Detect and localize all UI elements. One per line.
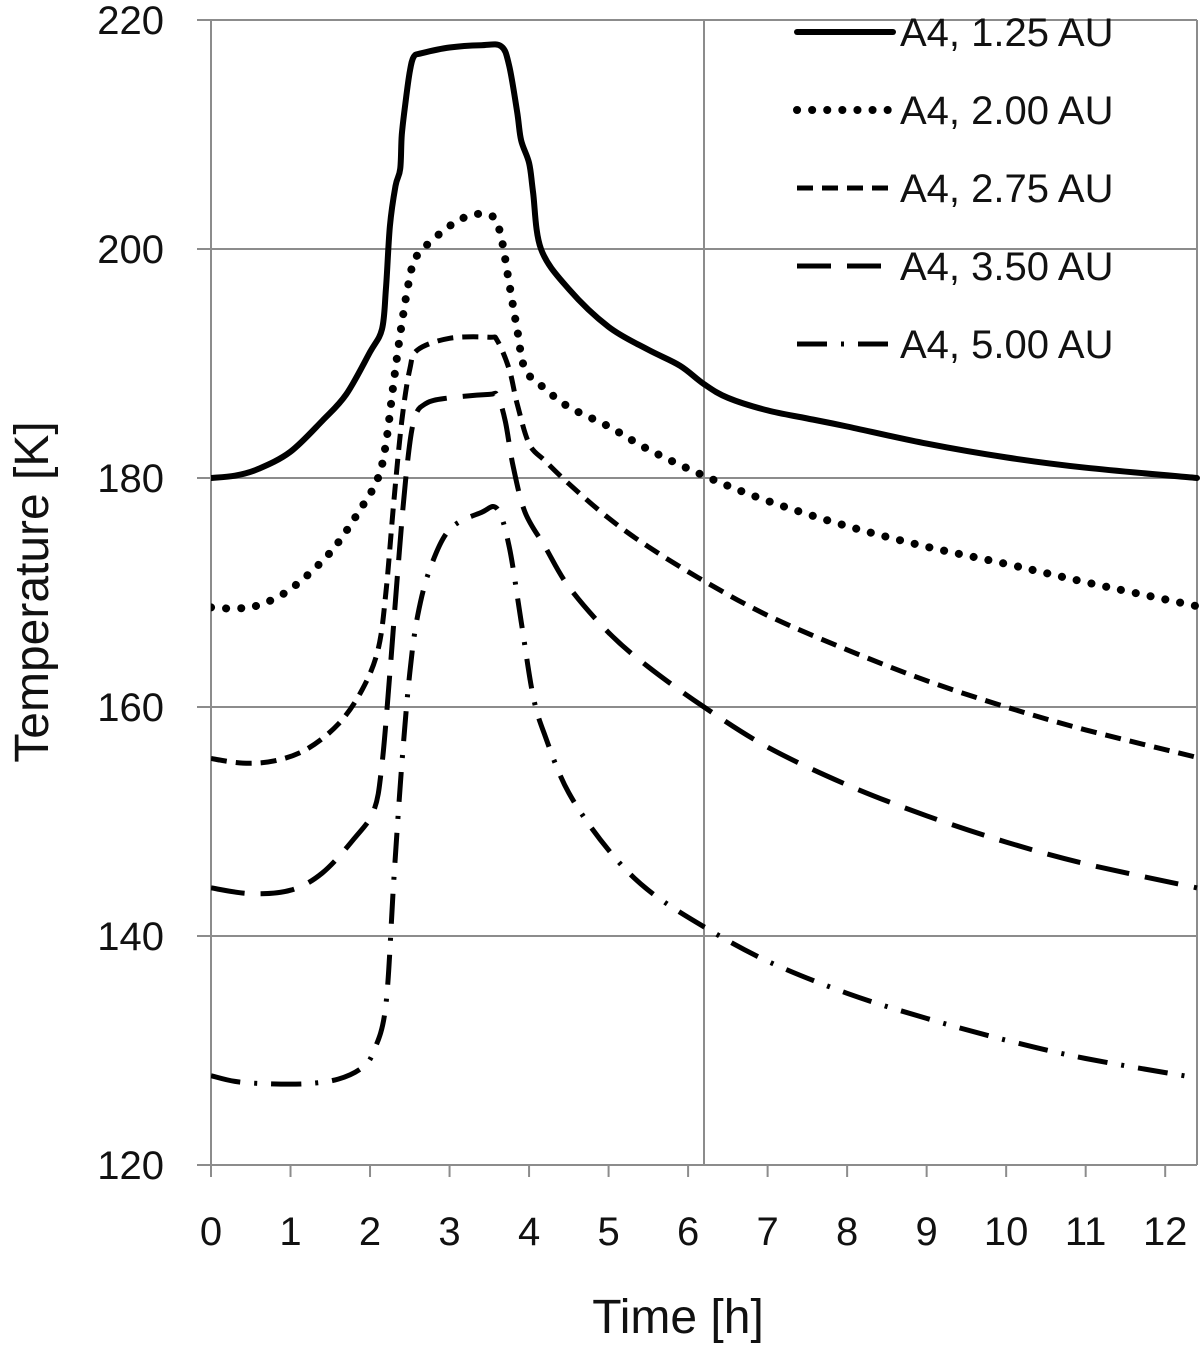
series-lines — [211, 41, 1200, 1087]
x-tick-label: 12 — [1143, 1210, 1188, 1254]
legend-label-1: A4, 1.25 AU — [900, 11, 1113, 55]
y-tick-label: 160 — [97, 686, 164, 730]
x-tick-label: 6 — [677, 1210, 699, 1254]
y-axis-title: Temperature [K] — [6, 421, 59, 762]
y-tick-label: 180 — [97, 457, 164, 501]
y-tick-label: 200 — [97, 228, 164, 272]
series-line-2 — [211, 209, 1200, 613]
x-tick-label: 11 — [1065, 1210, 1107, 1254]
legend-label-4: A4, 3.50 AU — [900, 245, 1113, 289]
x-tick-label: 7 — [756, 1210, 778, 1254]
y-axis-ticks: 120 140 160 180 200 220 — [97, 0, 211, 1188]
legend-label-5: A4, 5.00 AU — [900, 323, 1113, 367]
x-axis-ticks: 0 1 2 3 4 5 6 7 8 9 10 11 12 — [200, 1165, 1188, 1254]
legend-label-3: A4, 2.75 AU — [900, 167, 1113, 211]
legend-label-2: A4, 2.00 AU — [900, 89, 1113, 133]
axes — [210, 20, 1197, 1166]
y-tick-label: 140 — [97, 915, 164, 959]
series-line-5 — [211, 504, 1198, 1087]
x-tick-label: 4 — [518, 1210, 540, 1254]
legend: A4, 1.25 AU A4, 2.00 AU A4, 2.75 AU A4, 3.5… — [793, 11, 1113, 367]
x-tick-label: 9 — [916, 1210, 938, 1254]
y-tick-label: 220 — [97, 0, 164, 43]
x-tick-label: 5 — [597, 1210, 619, 1254]
x-tick-label: 8 — [836, 1210, 858, 1254]
x-tick-label: 10 — [984, 1210, 1029, 1254]
x-tick-label: 1 — [279, 1210, 301, 1254]
x-axis-title: Time [h] — [592, 1291, 764, 1344]
x-tick-label: 2 — [359, 1210, 381, 1254]
series-line-3 — [211, 334, 1198, 766]
y-tick-label: 120 — [97, 1144, 164, 1188]
x-tick-label: 0 — [200, 1210, 222, 1254]
x-tick-label: 3 — [438, 1210, 460, 1254]
series-line-1 — [211, 41, 1200, 481]
